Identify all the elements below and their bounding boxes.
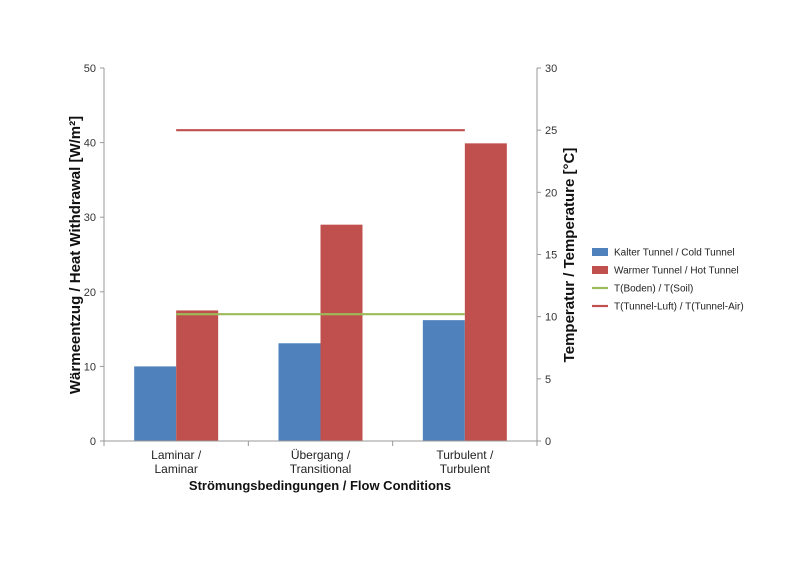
y-tick-label: 40 bbox=[84, 138, 96, 150]
y2-tick-label: 15 bbox=[545, 250, 557, 262]
y2-tick-label: 10 bbox=[545, 312, 557, 324]
legend-label-3: T(Tunnel-Luft) / T(Tunnel-Air) bbox=[614, 302, 744, 313]
y-axis-title: Wärmeentzug / Heat Withdrawal [W/m²] bbox=[67, 116, 84, 394]
legend-label-1: Warmer Tunnel / Hot Tunnel bbox=[614, 266, 739, 277]
lines-layer bbox=[176, 129, 465, 316]
y-tick-label: 30 bbox=[84, 212, 96, 224]
y-tick-label: 0 bbox=[90, 436, 96, 448]
bar-hot-2 bbox=[464, 143, 507, 441]
x-category-label-line: Turbulent bbox=[440, 462, 491, 476]
bar-hot-1 bbox=[320, 224, 363, 441]
x-category-label-line: Übergang / bbox=[291, 448, 351, 462]
y2-axis-title: Temperatur / Temperature [°C] bbox=[561, 148, 578, 363]
bar-hot-0 bbox=[176, 310, 219, 441]
y2-tick-label: 25 bbox=[545, 125, 557, 137]
y2-tick-label: 0 bbox=[545, 436, 551, 448]
bars-layer bbox=[134, 143, 507, 441]
legend-swatch-1 bbox=[592, 266, 608, 274]
y2-tick-label: 5 bbox=[545, 374, 551, 386]
x-category-label-line: Turbulent / bbox=[436, 448, 494, 462]
legend-label-2: T(Boden) / T(Soil) bbox=[614, 284, 693, 295]
y-tick-label: 20 bbox=[84, 287, 96, 299]
legend: Kalter Tunnel / Cold Tunnel Warmer Tunnel… bbox=[592, 248, 744, 313]
x-category-label: Turbulent / Turbulent bbox=[436, 448, 494, 476]
legend-swatch-0 bbox=[592, 248, 608, 256]
legend-label-0: Kalter Tunnel / Cold Tunnel bbox=[614, 248, 735, 259]
bar-cold-0 bbox=[134, 366, 177, 441]
x-category-label-line: Laminar / bbox=[151, 448, 202, 462]
y2-tick-label: 20 bbox=[545, 187, 557, 199]
ticks-layer: 0 10 20 30 40 50 0 5 10 15 20 25 30 bbox=[84, 63, 558, 448]
x-category-label-line: Transitional bbox=[290, 462, 352, 476]
y-tick-label: 50 bbox=[84, 63, 96, 75]
y2-tick-label: 30 bbox=[545, 63, 557, 75]
x-axis-title: Strömungsbedingungen / Flow Conditions bbox=[189, 478, 451, 493]
x-category-label-line: Laminar bbox=[154, 462, 197, 476]
x-category-label: Übergang / Transitional bbox=[290, 448, 352, 476]
y-tick-label: 10 bbox=[84, 361, 96, 373]
axes-layer bbox=[100, 67, 541, 446]
bar-cold-1 bbox=[278, 343, 321, 441]
category-labels: Laminar / Laminar Übergang / Transitional Tu… bbox=[151, 448, 494, 476]
x-category-label: Laminar / Laminar bbox=[151, 448, 202, 476]
bar-cold-2 bbox=[422, 320, 465, 441]
